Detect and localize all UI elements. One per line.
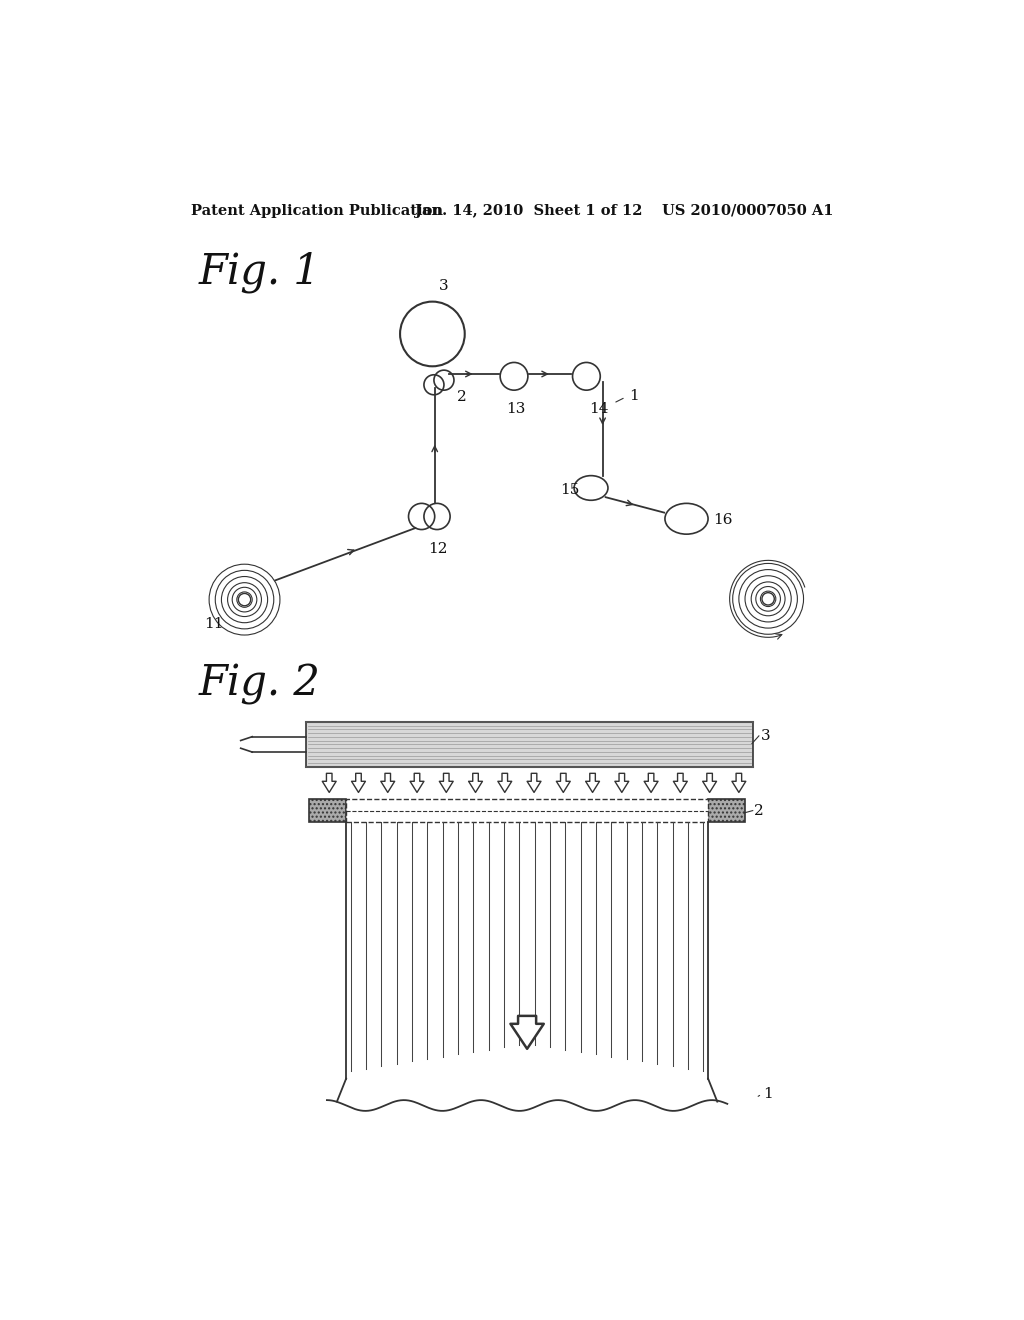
- FancyArrowPatch shape: [410, 774, 424, 792]
- FancyArrowPatch shape: [614, 774, 629, 792]
- FancyArrowPatch shape: [556, 774, 570, 792]
- Text: 3: 3: [761, 729, 770, 743]
- FancyArrowPatch shape: [510, 1016, 544, 1049]
- Text: 16: 16: [714, 513, 733, 527]
- Text: 13: 13: [506, 401, 525, 416]
- Bar: [346, 799, 708, 822]
- FancyArrowPatch shape: [498, 774, 512, 792]
- Text: Fig. 2: Fig. 2: [199, 663, 321, 705]
- FancyArrowPatch shape: [527, 774, 541, 792]
- Text: 1: 1: [764, 1086, 773, 1101]
- Text: 3: 3: [438, 280, 449, 293]
- FancyArrowPatch shape: [732, 774, 745, 792]
- Text: US 2010/0007050 A1: US 2010/0007050 A1: [662, 203, 834, 218]
- FancyArrowPatch shape: [644, 774, 658, 792]
- Bar: [309, 799, 346, 822]
- Text: 12: 12: [428, 541, 447, 556]
- FancyArrowPatch shape: [586, 774, 599, 792]
- Text: 2: 2: [755, 804, 764, 817]
- Bar: [306, 722, 753, 767]
- Text: 14: 14: [590, 401, 609, 416]
- Text: Jan. 14, 2010  Sheet 1 of 12: Jan. 14, 2010 Sheet 1 of 12: [416, 203, 643, 218]
- Text: 2: 2: [457, 391, 467, 404]
- FancyArrowPatch shape: [381, 774, 394, 792]
- FancyArrowPatch shape: [351, 774, 366, 792]
- Text: 15: 15: [560, 483, 580, 496]
- Text: Patent Application Publication: Patent Application Publication: [190, 203, 442, 218]
- Text: 11: 11: [205, 618, 224, 631]
- FancyArrowPatch shape: [323, 774, 336, 792]
- Text: 1: 1: [630, 388, 639, 403]
- FancyArrowPatch shape: [469, 774, 482, 792]
- FancyArrowPatch shape: [674, 774, 687, 792]
- FancyArrowPatch shape: [702, 774, 717, 792]
- Text: Fig. 1: Fig. 1: [199, 251, 321, 293]
- Bar: [708, 799, 745, 822]
- FancyArrowPatch shape: [439, 774, 454, 792]
